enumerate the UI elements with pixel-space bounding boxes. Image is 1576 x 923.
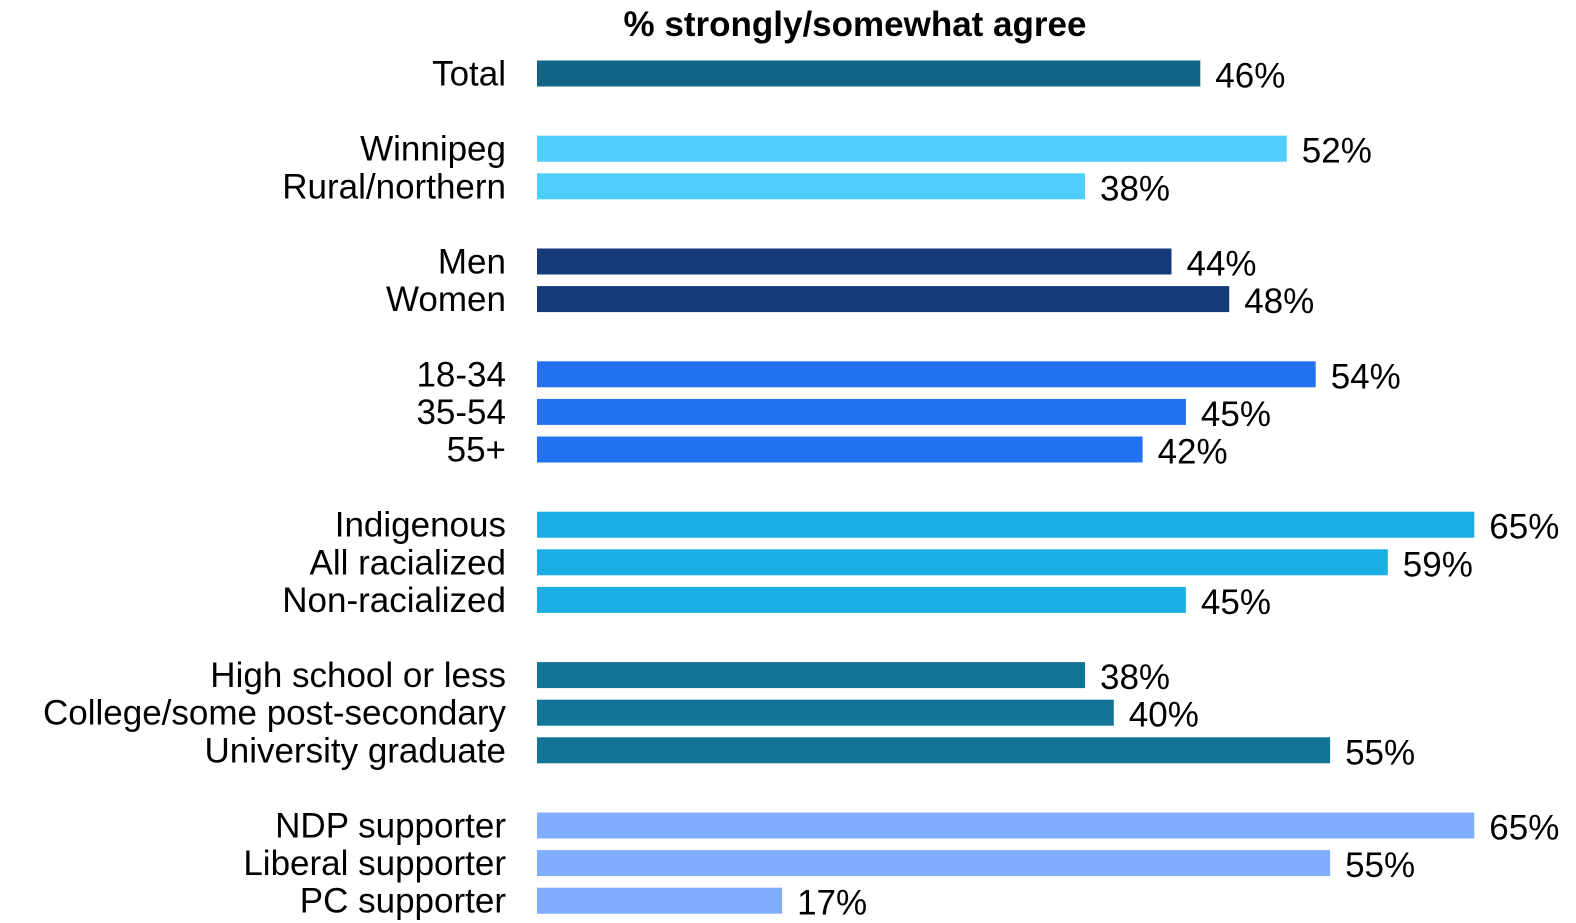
- bar-university-graduate: [537, 737, 1331, 764]
- category-label-college-some-post-secondary: College/some post-secondary: [43, 694, 507, 733]
- data-label-ndp-supporter: 65%: [1489, 809, 1559, 848]
- category-label-university-graduate: University graduate: [204, 731, 506, 770]
- category-label-women: Women: [386, 280, 506, 319]
- data-label-rural-northern: 38%: [1100, 169, 1170, 208]
- category-label-winnipeg: Winnipeg: [360, 130, 506, 169]
- category-label-all-racialized: All racialized: [310, 543, 506, 582]
- bar-women: [537, 286, 1230, 313]
- category-label-total: Total: [432, 55, 506, 94]
- data-label-men: 44%: [1187, 245, 1257, 284]
- chart-title: % strongly/somewhat agree: [624, 5, 1087, 44]
- category-label-rural-northern: Rural/northern: [282, 167, 506, 206]
- category-label-men: Men: [438, 243, 506, 282]
- bar-liberal-supporter: [537, 850, 1331, 877]
- data-label-all-racialized: 59%: [1403, 545, 1473, 584]
- bar-men: [537, 248, 1172, 275]
- data-label-winnipeg: 52%: [1302, 132, 1372, 171]
- data-label-liberal-supporter: 55%: [1345, 846, 1415, 885]
- data-label-women: 48%: [1244, 282, 1314, 321]
- bar-18-34: [537, 361, 1316, 388]
- data-label-pc-supporter: 17%: [797, 884, 867, 923]
- data-label-university-graduate: 55%: [1345, 733, 1415, 772]
- category-label-liberal-supporter: Liberal supporter: [243, 844, 506, 883]
- bar-college-some-post-secondary: [537, 699, 1114, 726]
- data-label-18-34: 54%: [1331, 357, 1401, 396]
- bar-winnipeg: [537, 135, 1287, 162]
- category-label-indigenous: Indigenous: [335, 506, 506, 545]
- category-label-ndp-supporter: NDP supporter: [275, 807, 506, 846]
- data-label-35-54: 45%: [1201, 395, 1271, 434]
- data-label-total: 46%: [1215, 57, 1285, 96]
- bar-35-54: [537, 398, 1186, 425]
- category-label-high-school-or-less: High school or less: [210, 656, 506, 695]
- bar-rural-northern: [537, 173, 1085, 200]
- category-label-non-racialized: Non-racialized: [282, 581, 506, 620]
- data-label-non-racialized: 45%: [1201, 583, 1271, 622]
- bars-layer: Total 46% Winnipeg 52% Rural/northern 38% Men 4…: [43, 55, 1559, 923]
- data-label-high-school-or-less: 38%: [1100, 658, 1170, 697]
- bar-ndp-supporter: [537, 812, 1475, 839]
- category-label-55: 55+: [447, 431, 506, 470]
- category-label-18-34: 18-34: [416, 355, 506, 394]
- data-label-indigenous: 65%: [1489, 508, 1559, 547]
- data-label-college-some-post-secondary: 40%: [1129, 696, 1199, 735]
- bar-non-racialized: [537, 586, 1186, 613]
- category-label-35-54: 35-54: [416, 393, 506, 432]
- bar-total: [537, 60, 1201, 87]
- bar-all-racialized: [537, 549, 1388, 576]
- category-label-pc-supporter: PC supporter: [300, 882, 507, 921]
- data-label-55: 42%: [1158, 433, 1228, 472]
- bar-pc-supporter: [537, 887, 783, 914]
- bar-indigenous: [537, 511, 1475, 538]
- bar-55: [537, 436, 1143, 463]
- bar-high-school-or-less: [537, 662, 1085, 689]
